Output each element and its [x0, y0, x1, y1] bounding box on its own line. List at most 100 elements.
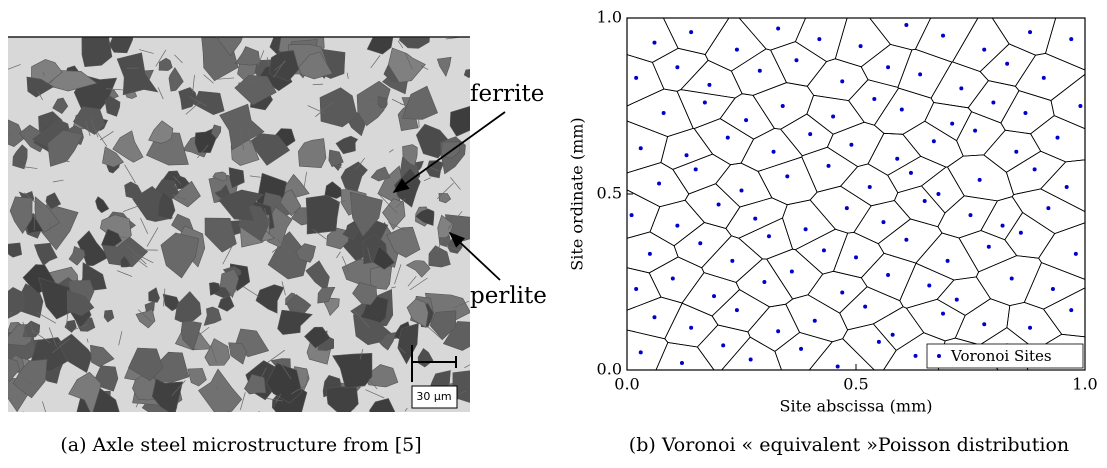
grain: [217, 37, 243, 57]
grain-boundary: [173, 184, 177, 187]
grain: [401, 85, 438, 120]
site-point: [1078, 104, 1083, 108]
grain-boundary: [395, 198, 406, 208]
voronoi-cell: [780, 113, 834, 157]
grain-boundary: [126, 245, 147, 265]
voronoi-cell: [902, 120, 964, 168]
grain-boundary: [167, 374, 176, 379]
voronoi-cell: [684, 183, 741, 229]
voronoi-cell: [626, 54, 665, 107]
grain-boundary: [465, 220, 470, 226]
voronoi-cell: [839, 163, 899, 207]
grain: [428, 245, 451, 268]
grain-boundary: [174, 54, 183, 64]
site-point: [849, 142, 854, 147]
voronoi-cell: [956, 111, 1006, 157]
site-point: [1028, 325, 1033, 330]
site-point: [941, 33, 946, 38]
grain: [369, 398, 396, 412]
grain: [198, 368, 243, 412]
voronoi-cell: [660, 127, 714, 170]
site-point: [867, 184, 872, 189]
site-point: [817, 37, 822, 42]
grain: [148, 120, 174, 144]
grain: [228, 342, 248, 365]
grain-boundary: [405, 53, 413, 70]
voronoi-chart: 0.0 0.5 1.0 0.0 0.5 1.0 Voronoi Sites: [597, 8, 1098, 394]
voronoi-cell: [662, 17, 730, 55]
grain-boundary: [123, 205, 139, 212]
grain-boundary: [8, 311, 13, 317]
site-point: [945, 258, 950, 263]
grain: [356, 80, 391, 127]
voronoi-cell: [626, 88, 694, 138]
site-point: [872, 96, 877, 101]
grain: [436, 56, 452, 77]
grain: [319, 87, 358, 128]
y-tick-label: 1.0: [597, 8, 622, 27]
grain-boundary: [428, 166, 439, 172]
perlite-arrow: [448, 231, 501, 281]
grain-boundary: [281, 281, 286, 296]
site-point: [835, 364, 840, 369]
voronoi-cell: [951, 17, 1010, 73]
grain: [12, 358, 48, 399]
site-point: [821, 248, 826, 253]
grain-boundary: [161, 360, 175, 363]
grain: [8, 119, 25, 148]
grain: [234, 75, 277, 106]
grain-boundary: [273, 60, 286, 78]
grain-boundary: [8, 133, 12, 138]
grain-boundary: [131, 255, 148, 268]
grain-boundary: [106, 88, 125, 91]
x-tick-label: 0.5: [843, 375, 868, 394]
grain: [8, 357, 20, 382]
site-point: [634, 287, 639, 292]
site-point: [766, 234, 771, 239]
site-point: [950, 121, 955, 126]
site-point: [634, 75, 639, 80]
grain-boundary: [397, 40, 404, 49]
site-point: [831, 114, 836, 119]
grain: [66, 289, 95, 317]
site-point: [702, 100, 707, 105]
grain-boundary: [457, 390, 467, 396]
grain-boundary: [95, 129, 108, 147]
grain-boundary: [368, 378, 378, 390]
grain: [58, 333, 93, 374]
grain-boundary: [248, 129, 251, 144]
grain-boundary: [404, 407, 408, 412]
grain-boundary: [214, 77, 234, 80]
site-point: [973, 128, 978, 133]
voronoi-cell: [672, 153, 732, 195]
grain: [157, 191, 176, 220]
site-point: [638, 350, 643, 355]
grain: [45, 192, 62, 210]
site-point: [840, 79, 845, 84]
grain: [12, 144, 28, 170]
voronoi-cell: [1023, 262, 1086, 310]
grain-boundary: [99, 131, 114, 141]
grain: [325, 386, 359, 412]
grain-boundary: [86, 338, 89, 343]
y-tick-label: 0.5: [597, 184, 622, 203]
grain: [52, 97, 69, 114]
grain-boundary: [346, 72, 349, 79]
grain-boundary: [307, 105, 326, 114]
grain-boundary: [73, 323, 88, 331]
grain-boundary: [239, 392, 246, 411]
voronoi-cell: [1050, 73, 1086, 130]
x-axis-label: Site abscissa (mm): [779, 397, 932, 416]
voronoi-cell: [807, 270, 868, 314]
grain: [352, 282, 378, 306]
site-point: [684, 153, 689, 158]
grain: [109, 37, 134, 54]
grain-boundary: [222, 244, 234, 265]
site-point: [712, 294, 717, 299]
voronoi-cell: [626, 231, 679, 274]
voronoi-cell: [794, 17, 848, 63]
voronoi-cell: [860, 43, 913, 88]
site-point: [693, 167, 698, 172]
voronoi-cell: [738, 17, 807, 51]
